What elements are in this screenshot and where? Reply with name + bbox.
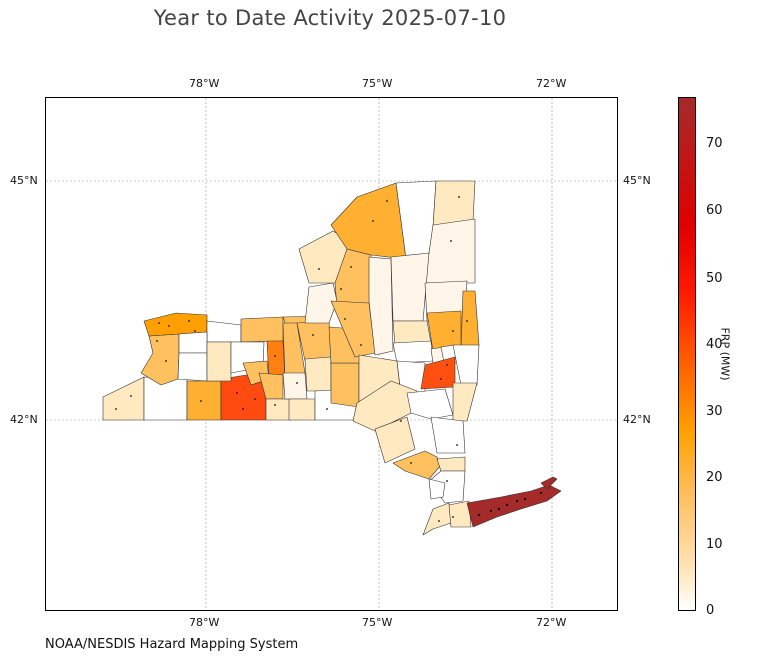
county-oswego [304, 282, 338, 324]
colorbar-tick-40: 40 [706, 337, 723, 352]
lon-tick-top-72w: 72°W [536, 77, 567, 90]
lon-tick-bottom-75w: 75°W [362, 616, 393, 629]
county-cortland [304, 356, 332, 392]
county-sullivan [374, 416, 416, 464]
fire-points [115, 196, 543, 522]
county-livingston [206, 341, 232, 382]
county-chautauqua [102, 376, 145, 421]
counties [102, 180, 562, 536]
county-greene [420, 356, 456, 390]
county-genesee [178, 331, 208, 354]
county-nassau [448, 500, 472, 528]
county-allegany [186, 380, 222, 421]
lat-tick-left-42n: 42°N [10, 413, 38, 426]
colorbar-tick-70: 70 [706, 136, 723, 151]
county-columbia [452, 382, 478, 422]
county-orleans [206, 320, 242, 343]
county-monroe [240, 316, 284, 343]
county-ulster [406, 388, 454, 420]
lon-tick-top-75w: 75°W [362, 77, 393, 90]
county-herkimer [368, 256, 394, 356]
lat-tick-right-42n: 42°N [623, 413, 651, 426]
county-hamilton [390, 252, 430, 322]
county-tompkins [282, 372, 308, 400]
colorbar-label: FRP (MW) [718, 327, 732, 381]
lon-tick-bottom-72w: 72°W [536, 616, 567, 629]
lat-tick-left-45n: 45°N [10, 174, 38, 187]
colorbar-tick-10: 10 [706, 537, 723, 552]
colorbar-tick-60: 60 [706, 203, 723, 218]
county-chemung [265, 398, 292, 421]
county-seneca [266, 340, 286, 380]
county-tioga [288, 398, 316, 421]
lon-tick-bottom-78w: 78°W [189, 616, 220, 629]
county-rensselaer [452, 344, 480, 386]
map-panel[interactable] [45, 97, 618, 611]
county-montgomery [392, 340, 434, 364]
colorbar [678, 97, 696, 611]
lat-tick-right-45n: 45°N [623, 174, 651, 187]
county-dutchess [430, 416, 466, 454]
map-title: Year to Date Activity 2025-07-10 [153, 6, 507, 30]
county-chenango [330, 362, 360, 408]
colorbar-tick-20: 20 [706, 470, 723, 485]
lon-tick-top-78w: 78°W [189, 77, 220, 90]
colorbar-tick-50: 50 [706, 271, 723, 286]
credit-text: NOAA/NESDIS Hazard Mapping System [45, 637, 299, 652]
county-suffolk [466, 484, 562, 528]
county-wyoming [177, 352, 208, 382]
colorbar-tick-0: 0 [706, 603, 715, 618]
county-rockland [428, 478, 446, 500]
county-suffolk-fork [540, 476, 558, 490]
county-washington [460, 290, 480, 350]
county-nyc [422, 502, 452, 536]
county-putnam [436, 456, 466, 472]
state-map [46, 98, 617, 610]
colorbar-tick-30: 30 [706, 404, 723, 419]
